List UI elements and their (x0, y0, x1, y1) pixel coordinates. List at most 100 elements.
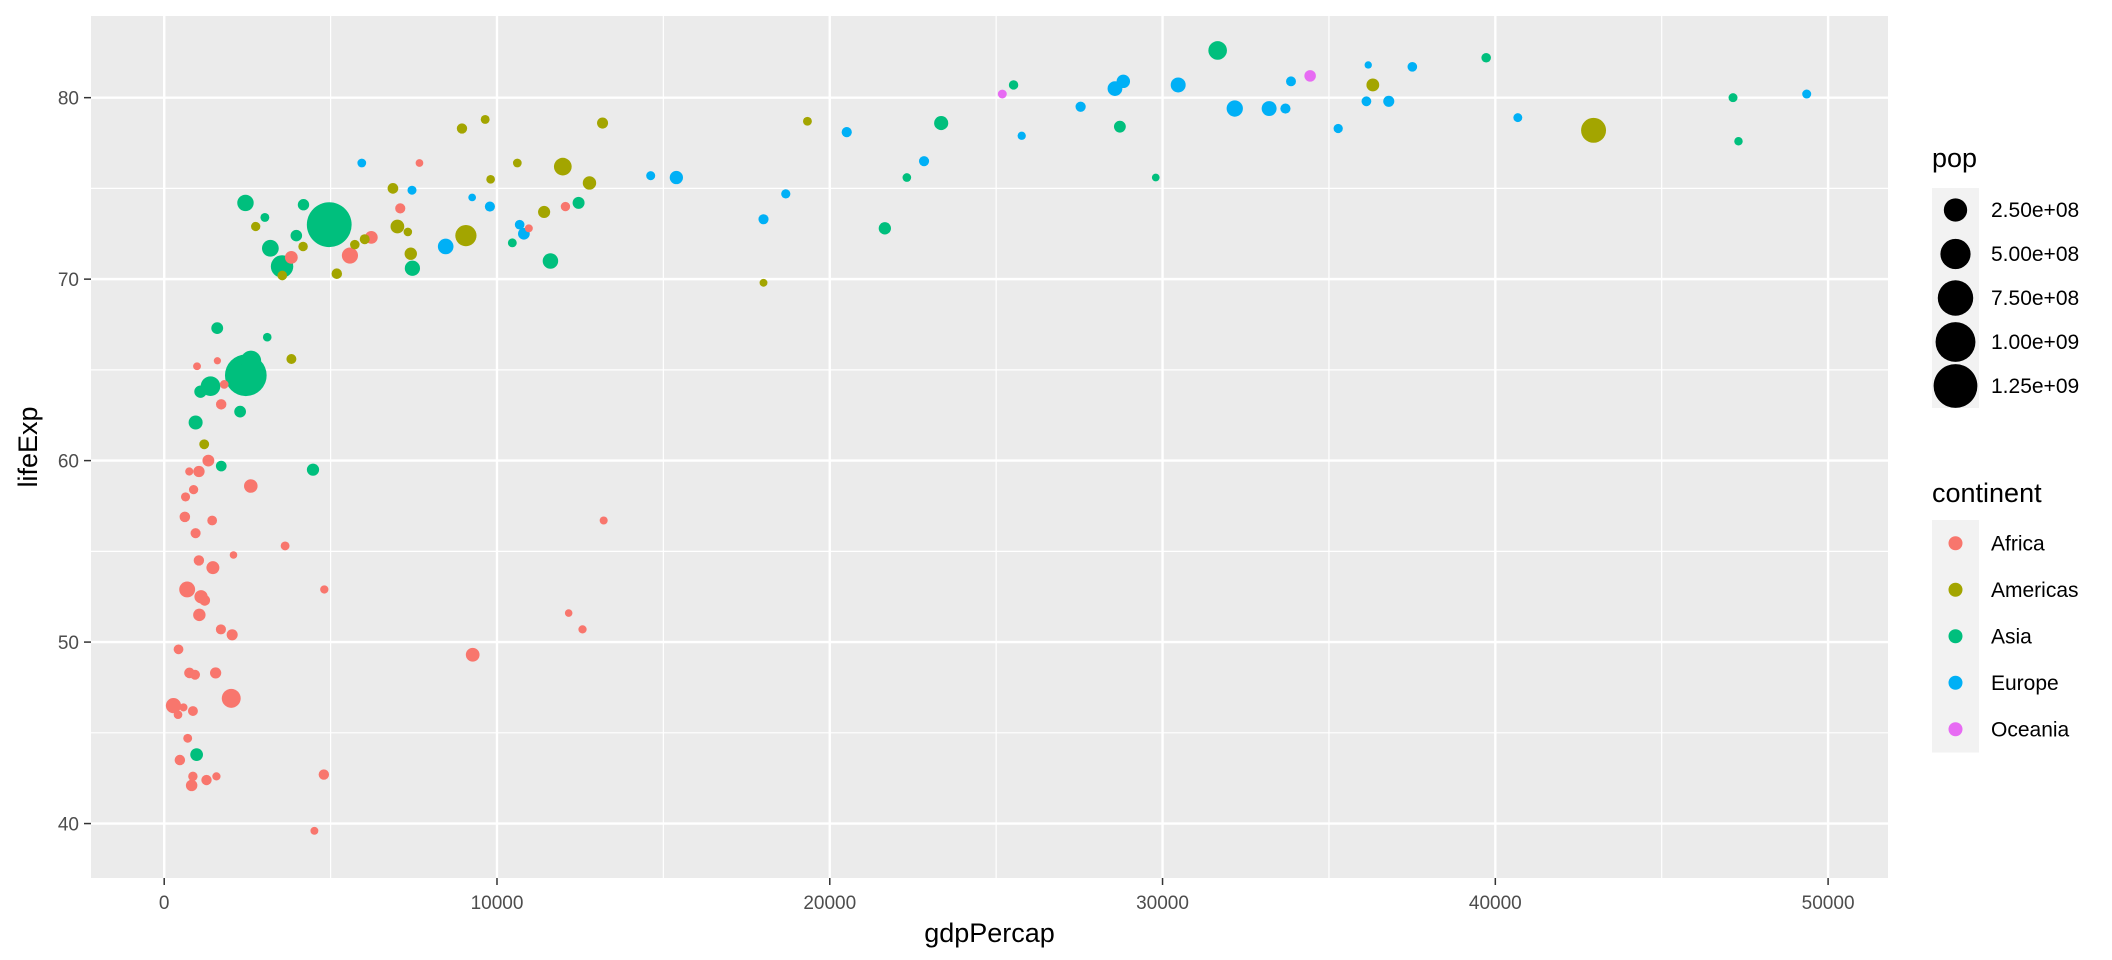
data-point-africa (202, 454, 215, 467)
color-legend-label: Asia (1991, 625, 2032, 648)
size-legend-label: 1.25e+09 (1991, 375, 2079, 398)
data-point-americas (597, 117, 609, 129)
data-point-europe (1017, 131, 1026, 140)
data-point-asia (306, 202, 352, 248)
data-point-americas (538, 205, 551, 219)
data-point-asia (190, 748, 203, 761)
color-legend-label: Europe (1991, 672, 2059, 695)
data-point-africa (193, 608, 206, 622)
data-point-europe (646, 171, 656, 181)
data-point-americas (403, 227, 413, 237)
data-point-asia (260, 212, 270, 222)
data-point-africa (188, 771, 198, 782)
data-point-asia (188, 415, 203, 430)
data-point-asia (306, 463, 320, 476)
data-point-africa (244, 479, 258, 493)
data-point-asia (262, 332, 272, 342)
x-tick-label: 0 (159, 893, 170, 914)
data-point-asia (878, 222, 891, 235)
panel-background (91, 16, 1888, 878)
data-point-europe (1170, 77, 1186, 93)
size-legend-title: pop (1932, 143, 1977, 173)
data-point-asia (1208, 41, 1227, 60)
data-point-africa (215, 624, 226, 635)
data-point-africa (210, 667, 222, 679)
data-point-asia (542, 253, 559, 269)
color-legend-key (1948, 536, 1963, 551)
data-point-asia (1481, 52, 1491, 63)
data-point-oceania (1304, 70, 1316, 82)
axes: 0 10000 20000 30000 40000 50000 40 50 60 70 80 (58, 89, 1855, 914)
data-point-africa (341, 247, 359, 264)
x-tick-label: 10000 (471, 893, 524, 914)
data-point-asia (309, 229, 320, 239)
y-axis-title: lifeExp (13, 406, 43, 487)
data-point-africa (465, 647, 480, 662)
data-point-asia (572, 196, 585, 209)
data-point-americas (759, 278, 768, 287)
size-legend: pop 2.50e+08 5.00e+08 7.50e+08 1.00e+09 1.25… (1932, 143, 2079, 408)
data-point-americas (298, 241, 308, 252)
y-tick-label: 70 (58, 270, 79, 291)
data-point-africa (415, 159, 424, 167)
data-point-africa (578, 625, 587, 634)
data-point-asia (1008, 80, 1019, 90)
data-point-africa (206, 561, 220, 575)
data-point-europe (669, 170, 684, 185)
data-point-americas (456, 123, 468, 134)
grid-lines (91, 16, 1888, 878)
data-point-africa (226, 629, 238, 641)
data-point-africa (318, 769, 330, 780)
data-point-americas (359, 234, 370, 245)
data-point-africa (560, 201, 571, 212)
size-legend-key (1937, 280, 1974, 316)
data-point-europe (1364, 61, 1372, 69)
data-point-africa (179, 511, 191, 523)
plot-panel (91, 16, 1888, 878)
data-point-asia (404, 260, 421, 276)
data-point-americas (486, 174, 495, 184)
data-point-europe (841, 127, 852, 138)
data-point-americas (582, 176, 597, 190)
data-point-americas (404, 247, 417, 260)
data-point-americas (512, 158, 522, 168)
data-point-asia (902, 173, 912, 182)
data-point-africa (190, 528, 201, 539)
data-point-americas (480, 114, 490, 124)
color-legend: continent Africa Americas Asia Europe Oceani… (1932, 478, 2079, 753)
x-tick-label: 40000 (1469, 893, 1522, 914)
data-point-asia (1734, 136, 1743, 146)
data-point-asia (234, 405, 246, 418)
y-tick-label: 80 (58, 89, 79, 110)
data-point-asia (290, 229, 303, 242)
data-point-africa (229, 551, 238, 559)
data-point-africa (201, 774, 212, 786)
data-point-europe (1383, 95, 1395, 107)
data-point-africa (190, 669, 201, 680)
data-point-africa (193, 555, 205, 566)
data-point-europe (1333, 123, 1343, 134)
data-point-asia (237, 194, 254, 212)
data-point-africa (173, 710, 183, 720)
data-point-africa (213, 357, 222, 365)
data-point-americas (1366, 78, 1380, 92)
data-point-europe (1264, 105, 1274, 115)
data-point-africa (173, 644, 184, 655)
data-point-asia (194, 385, 207, 398)
data-point-europe (1286, 76, 1296, 87)
data-point-africa (165, 697, 182, 714)
data-point-europe (1513, 113, 1523, 123)
data-point-americas (331, 268, 343, 279)
data-point-oceania (997, 89, 1007, 99)
data-point-africa (320, 585, 329, 594)
color-legend-label: Oceania (1991, 718, 2070, 741)
size-legend-key (1940, 238, 1971, 270)
data-point-africa (174, 754, 186, 766)
data-point-asia (215, 460, 227, 472)
data-point-africa (599, 516, 608, 525)
data-point-europe (437, 238, 454, 255)
data-point-europe (514, 219, 525, 230)
data-point-asia (507, 238, 517, 248)
data-point-europe (918, 156, 930, 167)
y-tick-label: 40 (58, 815, 79, 836)
